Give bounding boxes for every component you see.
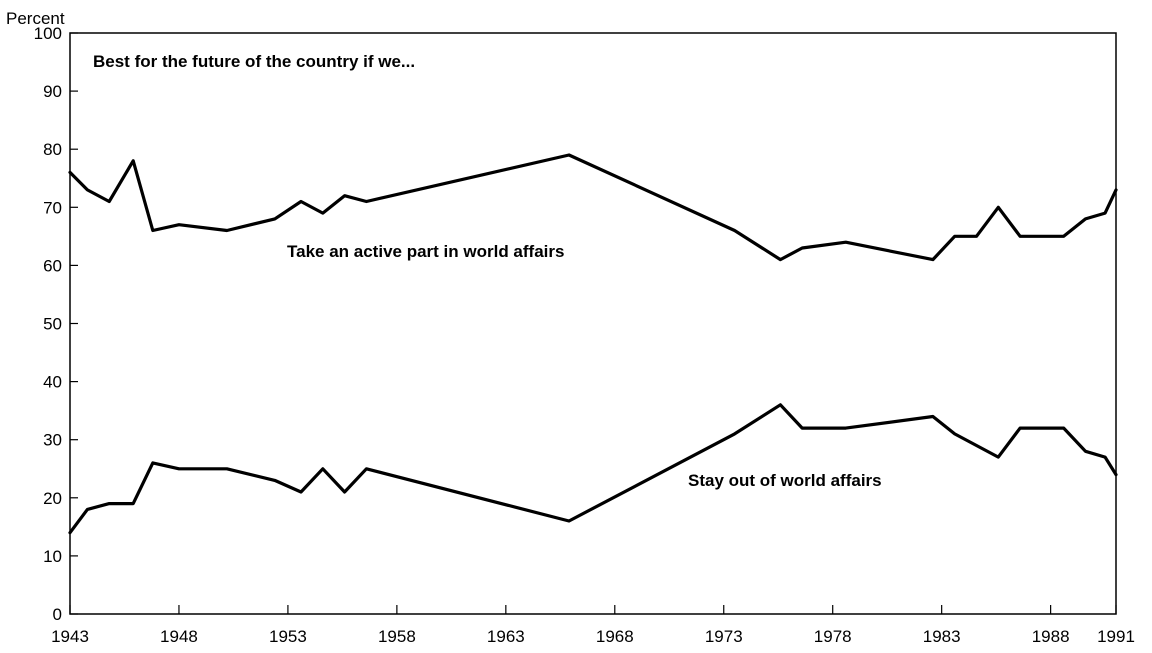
y-tick-label: 60 — [43, 256, 62, 275]
y-tick-label: 30 — [43, 431, 62, 450]
chart-title: Best for the future of the country if we… — [93, 52, 415, 71]
y-tick-label: 20 — [43, 489, 62, 508]
y-tick-label: 0 — [53, 605, 62, 624]
x-tick-label: 1978 — [814, 627, 852, 646]
x-tick-label: 1963 — [487, 627, 525, 646]
y-tick-label: 70 — [43, 198, 62, 217]
x-tick-label: 1953 — [269, 627, 307, 646]
x-tick-label: 1948 — [160, 627, 198, 646]
x-tick-label: 1983 — [923, 627, 961, 646]
series-layer — [68, 153, 1118, 535]
x-tick-label: 1968 — [596, 627, 634, 646]
y-axis: 0 10 20 30 40 50 60 70 80 90 100 — [34, 24, 78, 624]
y-tick-label: 90 — [43, 82, 62, 101]
x-tick-label: 1958 — [378, 627, 416, 646]
annotation-stay-out: Stay out of world affairs — [688, 471, 882, 490]
x-tick-label: 1988 — [1032, 627, 1070, 646]
y-tick-label: 80 — [43, 140, 62, 159]
y-tick-label: 50 — [43, 315, 62, 334]
y-tick-label: 100 — [34, 24, 62, 43]
x-axis: 1943 1948 1953 1958 1963 1968 1973 1978 1983 1988… — [51, 605, 1135, 646]
x-tick-label: 1991 — [1097, 627, 1135, 646]
y-tick-label: 10 — [43, 547, 62, 566]
y-tick-label: 40 — [43, 373, 62, 392]
plot-frame — [69, 32, 1117, 615]
y-axis-label: Percent — [6, 9, 65, 28]
annotation-active: Take an active part in world affairs — [287, 242, 564, 261]
series-line-active-part — [68, 153, 1118, 262]
series-line-stay-out — [68, 403, 1118, 535]
x-tick-label: 1973 — [705, 627, 743, 646]
x-tick-label: 1943 — [51, 627, 89, 646]
